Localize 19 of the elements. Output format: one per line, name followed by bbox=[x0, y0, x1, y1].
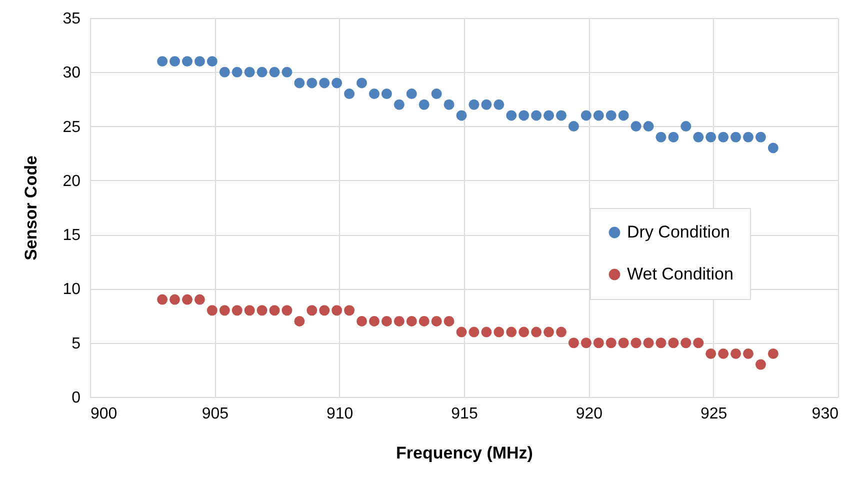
y-tick-label: 0 bbox=[72, 390, 81, 406]
y-tick-label: 10 bbox=[62, 281, 81, 298]
y-axis-title: Sensor Code bbox=[22, 156, 41, 260]
y-tick-label: 15 bbox=[62, 227, 81, 244]
legend-label: Dry Condition bbox=[627, 222, 730, 242]
x-tick-label: 910 bbox=[326, 406, 354, 422]
x-tick-label: 925 bbox=[700, 406, 728, 422]
legend-label: Wet Condition bbox=[627, 264, 734, 284]
x-tick-label: 930 bbox=[812, 406, 839, 422]
x-tick-label: 905 bbox=[202, 406, 229, 422]
y-tick-label: 5 bbox=[72, 335, 81, 352]
x-axis-title: Frequency (MHz) bbox=[396, 444, 533, 462]
x-tick-label: 900 bbox=[90, 406, 118, 422]
y-tick-label: 25 bbox=[62, 118, 81, 136]
y-tick-label: 35 bbox=[62, 10, 81, 28]
y-tick-label: 30 bbox=[62, 64, 81, 82]
y-tick-label: 20 bbox=[62, 172, 81, 190]
x-tick-label: 915 bbox=[451, 406, 478, 422]
x-tick-label: 920 bbox=[576, 406, 603, 422]
